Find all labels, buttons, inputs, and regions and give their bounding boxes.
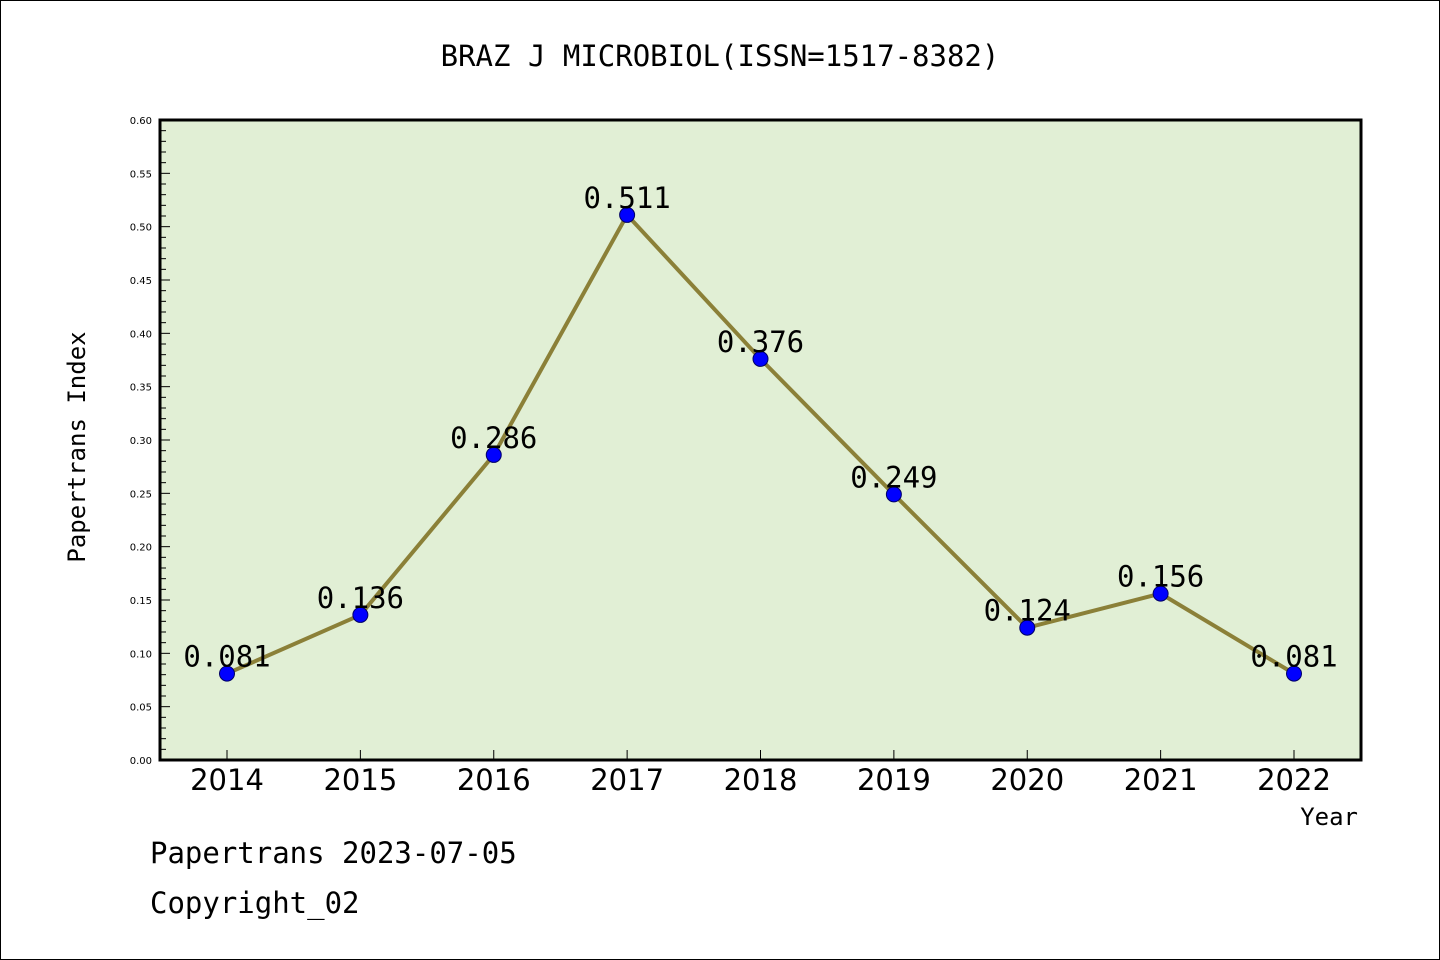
plot-area (160, 120, 1361, 760)
x-tick-label: 2022 (1257, 763, 1331, 797)
y-tick-label: 0.00 (130, 756, 152, 767)
footer-copyright: Copyright_02 (150, 886, 360, 920)
y-tick-label: 0.15 (130, 596, 152, 607)
x-tick-label: 2017 (590, 763, 664, 797)
x-tick-label: 2018 (724, 763, 798, 797)
data-label: 0.376 (717, 325, 804, 359)
data-label: 0.286 (450, 421, 537, 455)
data-point (1152, 585, 1169, 602)
y-tick-label: 0.35 (130, 383, 152, 394)
data-label: 0.249 (850, 460, 937, 494)
y-tick-label: 0.20 (130, 543, 152, 554)
x-tick-label: 2015 (323, 763, 397, 797)
y-tick-label: 0.50 (130, 223, 152, 234)
data-point (1019, 619, 1036, 636)
data-label: 0.081 (183, 640, 270, 674)
y-tick-label: 0.30 (130, 436, 152, 447)
data-label: 0.124 (984, 594, 1071, 628)
plot-border (158, 118, 1363, 762)
y-tick-label: 0.10 (130, 649, 152, 660)
y-tick-label: 0.60 (130, 116, 152, 127)
data-label: 0.081 (1250, 640, 1337, 674)
data-label: 0.136 (317, 581, 404, 615)
y-tick-label: 0.25 (130, 489, 152, 500)
y-tick-label: 0.55 (130, 169, 152, 180)
data-point (485, 446, 502, 463)
x-axis-ticks: 2014 2015 2016 2017 2018 2019 2020 2021 2022 (190, 750, 1331, 797)
data-point (619, 206, 636, 223)
data-point (752, 350, 769, 367)
footer-date: Papertrans 2023-07-05 (150, 836, 517, 870)
x-tick-label: 2021 (1124, 763, 1198, 797)
x-tick-label: 2014 (190, 763, 264, 797)
data-point (352, 606, 369, 623)
y-axis-label: Papertrans Index (63, 331, 91, 562)
y-tick-label: 0.05 (130, 703, 152, 714)
x-axis-label: Year (1300, 803, 1358, 831)
data-point (219, 665, 235, 682)
data-points (219, 206, 1302, 682)
x-tick-label: 2020 (990, 763, 1064, 797)
data-labels: 0.081 0.136 0.286 0.511 0.376 0.249 0.124 0.156… (183, 181, 1337, 674)
y-tick-label: 0.40 (130, 329, 152, 340)
data-point (885, 486, 902, 503)
x-tick-label: 2019 (857, 763, 931, 797)
y-tick-label: 0.45 (130, 276, 152, 287)
data-label: 0.511 (583, 181, 670, 215)
data-point (1286, 665, 1302, 682)
data-label: 0.156 (1117, 560, 1204, 594)
chart-title: BRAZ J MICROBIOL(ISSN=1517-8382) (441, 39, 1000, 73)
x-tick-label: 2016 (457, 763, 531, 797)
